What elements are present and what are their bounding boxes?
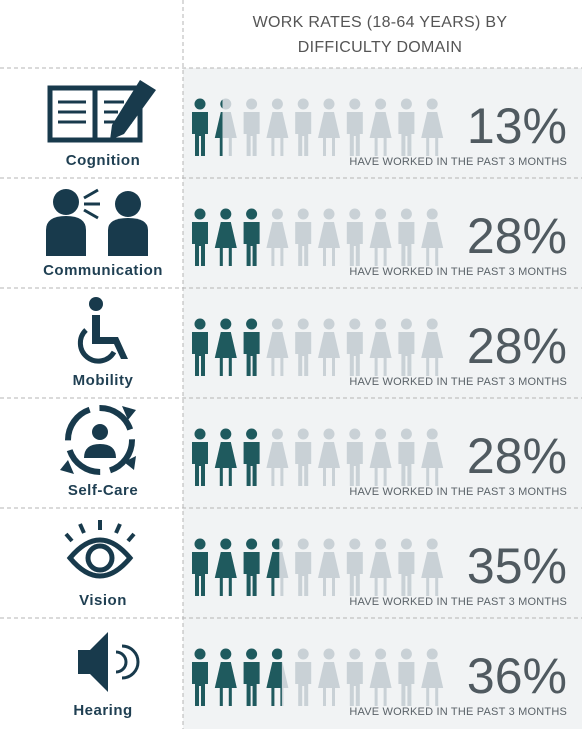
category-label: Hearing xyxy=(73,702,132,719)
title-line: DIFFICULTY DOMAIN xyxy=(298,39,463,56)
value-label: 28% xyxy=(467,318,567,374)
figures-filled xyxy=(192,318,260,376)
figure-empty xyxy=(266,208,289,266)
icon-hearing xyxy=(78,632,140,692)
figure-empty xyxy=(398,98,415,156)
figure-empty xyxy=(318,208,340,266)
figure-empty xyxy=(369,208,392,266)
figure-empty xyxy=(421,98,444,156)
value-label: 35% xyxy=(467,538,567,594)
figure-empty xyxy=(346,208,363,266)
figure-empty xyxy=(346,538,363,596)
category-label: Self-Care xyxy=(68,482,138,499)
figure-empty xyxy=(295,208,312,266)
figure-empty xyxy=(318,98,340,156)
figure-empty xyxy=(398,648,415,706)
figure-empty xyxy=(346,318,363,376)
figure-empty xyxy=(398,428,415,486)
figure-empty xyxy=(346,98,363,156)
figures-filled xyxy=(192,98,223,156)
figure-filled xyxy=(192,428,208,486)
note: HAVE WORKED IN THE PAST 3 MONTHS xyxy=(349,486,567,498)
icon-self-care xyxy=(60,405,136,475)
figure-filled xyxy=(243,318,260,376)
figure-empty xyxy=(243,98,260,156)
figures-filled xyxy=(192,428,260,486)
figure-empty xyxy=(318,318,340,376)
figure-empty xyxy=(318,428,340,486)
figure-empty xyxy=(295,98,312,156)
figure-filled xyxy=(243,538,260,596)
figure-empty xyxy=(421,318,444,376)
figure-empty xyxy=(295,538,312,596)
figure-empty xyxy=(398,318,415,376)
category-label: Vision xyxy=(79,592,127,609)
figure-empty xyxy=(369,538,392,596)
figure-empty xyxy=(369,428,392,486)
value-label: 28% xyxy=(467,208,567,264)
figure-filled xyxy=(214,318,237,376)
figure-filled xyxy=(266,648,282,706)
figure-empty xyxy=(266,428,289,486)
figure-empty xyxy=(421,208,444,266)
figure-empty xyxy=(369,318,392,376)
figure-filled xyxy=(192,208,208,266)
note: HAVE WORKED IN THE PAST 3 MONTHS xyxy=(349,376,567,388)
figure-filled xyxy=(214,208,237,266)
figure-filled xyxy=(266,538,280,596)
figure-empty xyxy=(421,648,444,706)
figure-filled xyxy=(192,648,208,706)
value-label: 28% xyxy=(467,428,567,484)
figure-filled xyxy=(214,648,237,706)
panel xyxy=(183,68,582,729)
figure-empty xyxy=(369,648,392,706)
figure-filled xyxy=(192,538,208,596)
figures-filled xyxy=(192,208,260,266)
note: HAVE WORKED IN THE PAST 3 MONTHS xyxy=(349,706,567,718)
figure-empty xyxy=(346,428,363,486)
value-label: 36% xyxy=(467,648,567,704)
icon-mobility xyxy=(77,297,128,364)
category-label: Communication xyxy=(43,262,163,279)
figure-filled xyxy=(243,648,260,706)
icon-vision xyxy=(64,520,136,579)
figure-filled xyxy=(243,428,260,486)
icon-communication xyxy=(46,188,148,256)
category-label: Cognition xyxy=(66,152,140,169)
figure-empty xyxy=(421,428,444,486)
figure-empty xyxy=(369,98,392,156)
figure-filled xyxy=(214,99,223,156)
figure-empty xyxy=(295,318,312,376)
figure-empty xyxy=(398,538,415,596)
figure-empty xyxy=(421,538,444,596)
figure-empty xyxy=(295,648,312,706)
figures-filled xyxy=(192,538,280,596)
figure-filled xyxy=(192,318,208,376)
figure-empty xyxy=(318,538,340,596)
category-label: Mobility xyxy=(73,372,134,389)
figure-filled xyxy=(192,98,208,156)
note: HAVE WORKED IN THE PAST 3 MONTHS xyxy=(349,266,567,278)
figure-empty xyxy=(295,428,312,486)
note: HAVE WORKED IN THE PAST 3 MONTHS xyxy=(349,156,567,168)
figure-empty xyxy=(318,648,340,706)
note: HAVE WORKED IN THE PAST 3 MONTHS xyxy=(349,596,567,608)
figures-filled xyxy=(192,648,282,706)
value-label: 13% xyxy=(467,98,567,154)
figure-empty xyxy=(346,648,363,706)
title-line: WORK RATES (18-64 YEARS) BY xyxy=(253,14,508,31)
figure-empty xyxy=(266,98,289,156)
icon-cognition xyxy=(47,80,156,143)
figure-filled xyxy=(214,428,237,486)
figure-filled xyxy=(214,538,237,596)
figure-filled xyxy=(243,208,260,266)
figure-empty xyxy=(266,318,289,376)
figure-empty xyxy=(398,208,415,266)
